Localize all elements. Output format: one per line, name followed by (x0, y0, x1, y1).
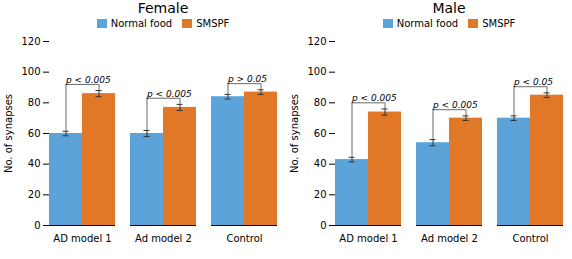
svg-text:p < 0.005: p < 0.005 (351, 93, 397, 103)
svg-text:p < 0.005: p < 0.005 (146, 89, 192, 99)
svg-text:100: 100 (21, 66, 40, 77)
svg-text:p < 0.005: p < 0.005 (432, 100, 478, 110)
html-text:Normal food: Normal food (110, 18, 173, 29)
svg-text:60: 60 (28, 128, 41, 139)
svg-text:0: 0 (320, 220, 326, 231)
html-text:Female: Female (137, 0, 189, 16)
svg-text:p < 0.05: p < 0.05 (513, 77, 553, 87)
svg-text:20: 20 (28, 189, 41, 200)
svg-text:80: 80 (28, 97, 41, 108)
html-text:Male: Male (432, 0, 466, 16)
html-text:Normal food: Normal food (396, 18, 459, 29)
svg-text:40: 40 (314, 158, 327, 169)
html-text:SMSPF: SMSPF (482, 18, 516, 29)
svg-text:Ad model 2: Ad model 2 (421, 233, 478, 244)
svg-text:20: 20 (314, 189, 327, 200)
svg-text:Control: Control (512, 233, 548, 244)
svg-text:80: 80 (314, 97, 327, 108)
svg-text:40: 40 (28, 158, 41, 169)
svg-text:p < 0.005: p < 0.005 (65, 75, 111, 85)
svg-text:Control: Control (226, 233, 262, 244)
html-text:SMSPF: SMSPF (196, 18, 230, 29)
svg-text:60: 60 (314, 128, 327, 139)
svg-text:Ad model 2: Ad model 2 (135, 233, 192, 244)
svg-text:100: 100 (307, 66, 326, 77)
svg-text:AD model 1: AD model 1 (53, 233, 111, 244)
svg-text:AD model 1: AD model 1 (339, 233, 397, 244)
svg-text:120: 120 (307, 36, 326, 47)
svg-text:p > 0.05: p > 0.05 (227, 74, 267, 84)
svg-text:No. of synapses: No. of synapses (3, 94, 14, 173)
svg-text:120: 120 (21, 36, 40, 47)
svg-text:0: 0 (34, 220, 40, 231)
svg-text:No. of synapses: No. of synapses (289, 94, 300, 173)
